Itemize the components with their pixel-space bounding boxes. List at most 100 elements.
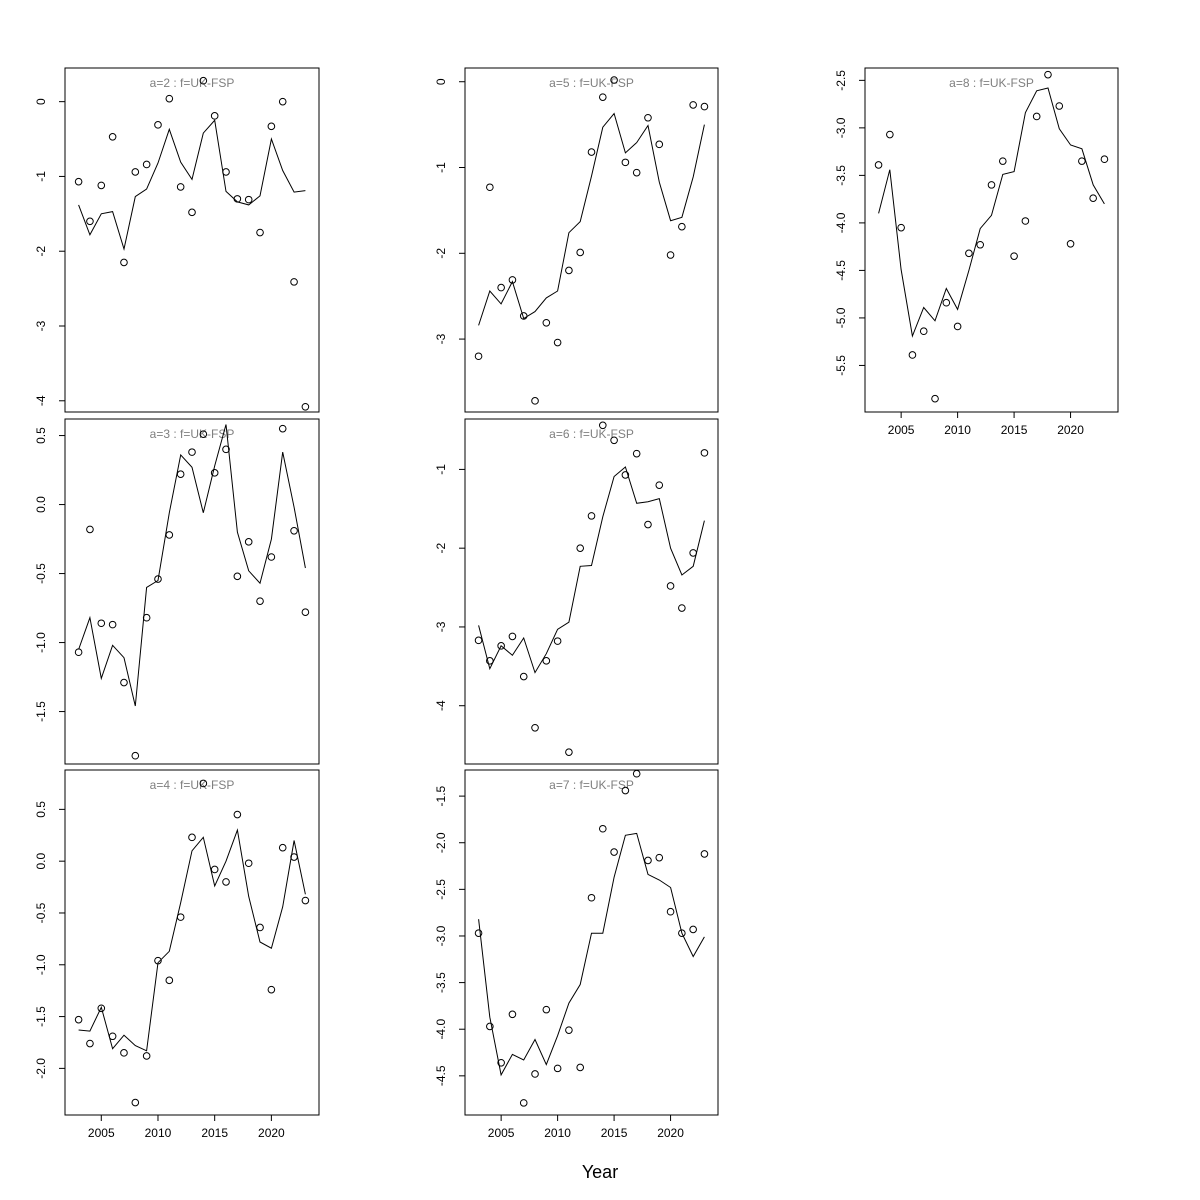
observed-point — [666, 251, 675, 259]
panel-2: a=3 : f=UK-FSP 0.5 0.0 -0.5 -1.0 -1.5 — [34, 418, 320, 765]
observed-point — [644, 856, 652, 865]
observed-point — [233, 810, 242, 819]
observed-point — [576, 1063, 585, 1072]
observed-point — [965, 249, 973, 258]
observed-point — [678, 222, 686, 231]
observed-point — [621, 786, 630, 795]
panel-title: a=5 : f=UK-FSP — [549, 76, 634, 90]
observed-point — [700, 850, 709, 858]
observed-point — [553, 637, 562, 645]
observed-point — [222, 445, 230, 454]
y-tick-label: -1.5 — [34, 1006, 48, 1027]
plot-frame — [464, 67, 719, 413]
observed-point — [486, 657, 494, 665]
x-tick-label: 2005 — [88, 1126, 115, 1140]
observed-point — [1078, 157, 1086, 165]
plot-frame — [864, 67, 1119, 413]
observed-point — [565, 1026, 573, 1034]
observed-point — [508, 1010, 517, 1019]
panel-4: a=5 : f=UK-FSP 0 -1 -2 -3 — [434, 67, 719, 413]
observed-point — [188, 208, 196, 217]
observed-point — [188, 833, 196, 842]
y-tick-label: -2.5 — [834, 70, 848, 91]
observed-point — [267, 985, 276, 994]
panel-title: a=4 : f=UK-FSP — [150, 778, 235, 792]
observed-point — [108, 620, 117, 629]
y-tick-label: 0.0 — [34, 853, 48, 870]
y-tick-label: -4 — [34, 395, 48, 406]
observed-point — [199, 430, 208, 438]
observed-point — [874, 161, 883, 169]
x-tick-label: 2005 — [488, 1126, 515, 1140]
y-tick-label: 0.5 — [34, 427, 48, 444]
observed-point — [610, 76, 618, 84]
x-tick-label: 2010 — [145, 1126, 172, 1140]
observed-point — [97, 181, 106, 190]
observed-point — [131, 168, 140, 176]
panel-3: a=4 : f=UK-FSP 0.5 0.0 -0.5 -1.0 -1.5 -2.0 2005… — [34, 769, 320, 1140]
y-tick-label: -3.5 — [834, 165, 848, 186]
observed-point — [74, 648, 83, 657]
observed-point — [953, 322, 962, 331]
observed-point — [542, 657, 551, 665]
observed-point — [666, 582, 675, 590]
observed-point — [531, 1070, 539, 1078]
panel-6: a=7 : f=UK-FSP -1.5 -2.0 -2.5 -3.0 -3.5 -4.0 -4… — [434, 769, 719, 1140]
observed-point — [497, 1058, 505, 1067]
observed-point — [1055, 102, 1064, 110]
fitted-line — [78, 424, 306, 707]
observed-point — [244, 538, 253, 546]
observed-point — [897, 223, 905, 232]
y-tick-label: -4.5 — [834, 260, 848, 281]
observed-point — [176, 913, 185, 921]
observed-point — [86, 1039, 94, 1048]
panel-1: a=2 : f=UK-FSP 0 -1 -2 -3 -4 — [34, 67, 320, 413]
x-tick-label: 2015 — [1001, 423, 1028, 437]
y-tick-label: -3.5 — [434, 972, 448, 993]
x-tick-label: 2015 — [201, 1126, 228, 1140]
plot-frame — [64, 67, 320, 413]
observed-point — [689, 101, 697, 109]
observed-point — [244, 195, 253, 204]
fitted-line — [78, 119, 306, 251]
observed-point — [131, 751, 140, 760]
observed-point — [154, 575, 162, 583]
observed-point — [1032, 112, 1041, 121]
observed-point — [290, 853, 298, 861]
observed-point — [199, 76, 208, 85]
observed-point — [256, 228, 264, 237]
y-tick-label: -2 — [34, 246, 48, 257]
observed-point — [222, 168, 230, 176]
y-tick-label: -5.0 — [834, 307, 848, 328]
observed-point — [497, 283, 505, 292]
observed-point — [531, 723, 539, 732]
y-tick-label: 0.0 — [34, 496, 48, 513]
x-tick-label: 2020 — [657, 1126, 684, 1140]
observed-point — [919, 327, 928, 336]
observed-point — [565, 748, 573, 756]
y-tick-label: -1 — [434, 464, 448, 475]
observed-point — [256, 923, 264, 932]
y-tick-label: -1 — [434, 162, 448, 173]
plot-frame — [64, 769, 320, 1116]
observed-point — [519, 672, 528, 681]
panels: a=2 : f=UK-FSP 0 -1 -2 -3 -4 a=3 : f=UK-FSP 0.5… — [34, 67, 1119, 1140]
observed-point — [165, 976, 174, 985]
y-tick-label: -3 — [34, 320, 48, 331]
y-tick-label: -4.0 — [434, 1019, 448, 1040]
observed-point — [700, 449, 709, 457]
observed-point — [142, 613, 151, 622]
x-tick-label: 2015 — [601, 1126, 628, 1140]
observed-point — [86, 217, 94, 226]
observed-point — [666, 907, 675, 916]
observed-point — [655, 140, 664, 149]
y-tick-label: -2.0 — [434, 832, 448, 853]
observed-point — [508, 276, 517, 284]
observed-point — [278, 97, 287, 106]
observed-point — [576, 248, 585, 257]
observed-point — [587, 512, 596, 520]
observed-point — [598, 421, 607, 430]
observed-point — [210, 469, 219, 477]
observed-point — [655, 481, 664, 489]
